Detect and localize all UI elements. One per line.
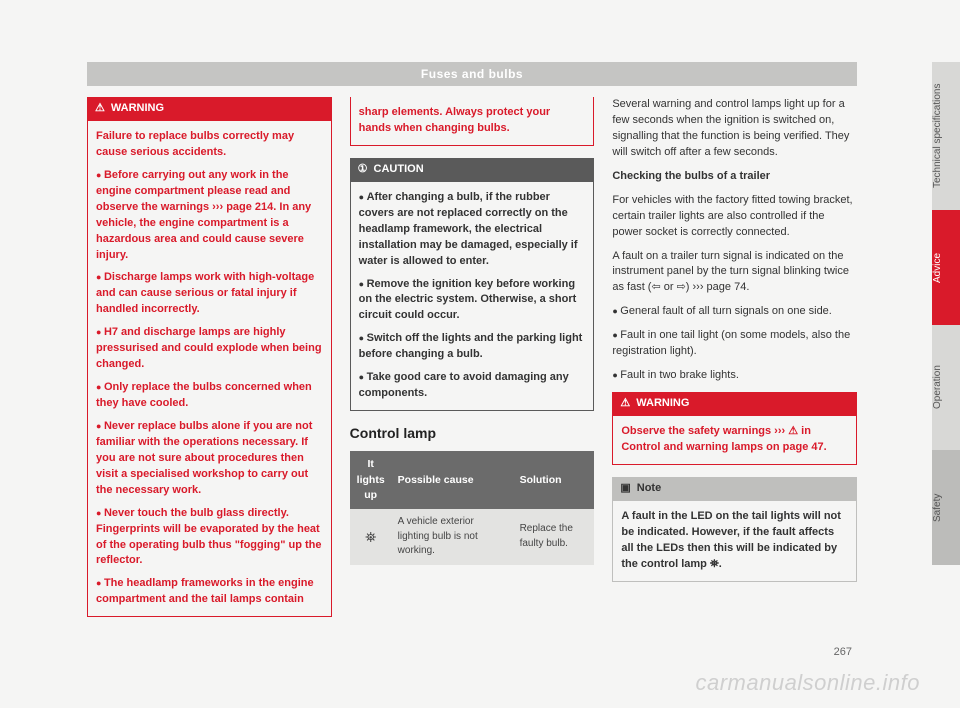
caution-callout: ① CAUTION After changing a bulb, if the … xyxy=(350,158,595,411)
th-solution: Solution xyxy=(514,451,595,509)
body-paragraph: For vehicles with the factory fitted tow… xyxy=(612,193,857,241)
page-header: Fuses and bulbs xyxy=(87,62,857,86)
cell-solution: Replace the faulty bulb. xyxy=(514,509,595,565)
warning-intro: Failure to replace bulbs correctly may c… xyxy=(96,129,323,161)
list-item: General fault of all turn signals on one… xyxy=(612,304,857,320)
tab-safety[interactable]: Safety xyxy=(932,450,960,565)
control-lamp-table: It lights up Possible cause Solution ⛯ A… xyxy=(350,451,595,564)
warning-head: ⚠ WARNING xyxy=(87,97,332,121)
caution-bullet: After changing a bulb, if the rubber cov… xyxy=(359,190,586,270)
note-head-label: Note xyxy=(637,481,661,497)
caution-bullet: Remove the ignition key before working o… xyxy=(359,277,586,325)
body-paragraph: A fault on a trailer turn signal is indi… xyxy=(612,249,857,297)
caution-bullet: Switch off the lights and the parking li… xyxy=(359,331,586,363)
manual-page: Fuses and bulbs ⚠ WARNING Failure to rep… xyxy=(0,0,960,708)
tab-advice[interactable]: Advice xyxy=(932,210,960,325)
column-3: Several warning and control lamps light … xyxy=(612,97,857,629)
cell-cause: A vehicle exterior lighting bulb is not … xyxy=(392,509,514,565)
caution-bullet: Take good care to avoid damaging any com… xyxy=(359,370,586,402)
note-body-text: A fault in the LED on the tail lights wi… xyxy=(621,509,848,573)
tab-technical-specifications[interactable]: Technical specifications xyxy=(932,62,960,210)
warning-bullet: Discharge lamps work with high-voltage a… xyxy=(96,270,323,318)
warning-bullet: H7 and discharge lamps are highly pressu… xyxy=(96,325,323,373)
warning-body-2-text: Observe the safety warnings ››› ⚠ in Con… xyxy=(621,424,848,456)
caution-bullets: After changing a bulb, if the rubber cov… xyxy=(359,190,586,402)
note-callout: ▣ Note A fault in the LED on the tail li… xyxy=(612,477,857,582)
fault-list: General fault of all turn signals on one… xyxy=(612,304,857,384)
control-lamp-heading: Control lamp xyxy=(350,423,595,443)
warning-body: Failure to replace bulbs correctly may c… xyxy=(87,121,332,617)
warning-bullet: The headlamp frameworks in the engine co… xyxy=(96,576,323,608)
warning-body-2: Observe the safety warnings ››› ⚠ in Con… xyxy=(612,416,857,465)
content-columns: ⚠ WARNING Failure to replace bulbs corre… xyxy=(87,97,857,629)
warning-continuation-text: sharp elements. Always protect your hand… xyxy=(359,105,586,137)
warning-triangle-icon: ⚠ xyxy=(620,396,630,412)
warning-continuation: sharp elements. Always protect your hand… xyxy=(350,97,595,146)
th-lights-up: It lights up xyxy=(350,451,392,509)
table-header-row: It lights up Possible cause Solution xyxy=(350,451,595,509)
table-row: ⛯ A vehicle exterior lighting bulb is no… xyxy=(350,509,595,565)
list-item: Fault in two brake lights. xyxy=(612,368,857,384)
note-head: ▣ Note xyxy=(612,477,857,501)
warning-head-2-label: WARNING xyxy=(636,396,689,412)
column-1: ⚠ WARNING Failure to replace bulbs corre… xyxy=(87,97,332,629)
bulb-warning-icon: ⛯ xyxy=(350,509,392,565)
list-item: Fault in one tail light (on some models,… xyxy=(612,328,857,360)
caution-circle-icon: ① xyxy=(358,162,368,178)
warning-head-label: WARNING xyxy=(111,101,164,117)
warning-bullet: Before carrying out any work in the engi… xyxy=(96,168,323,264)
page-number: 267 xyxy=(834,646,852,658)
side-tabs: Technical specifications Advice Operatio… xyxy=(932,62,960,565)
warning-head-2: ⚠ WARNING xyxy=(612,392,857,416)
warning-bullet: Only replace the bulbs concerned when th… xyxy=(96,380,323,412)
warning-bullet: Never touch the bulb glass directly. Fin… xyxy=(96,506,323,570)
tab-operation[interactable]: Operation xyxy=(932,325,960,450)
subheading-checking-trailer: Checking the bulbs of a trailer xyxy=(612,169,857,185)
warning-callout: ⚠ WARNING Failure to replace bulbs corre… xyxy=(87,97,332,617)
watermark: carmanualsonline.info xyxy=(695,670,920,696)
caution-body: After changing a bulb, if the rubber cov… xyxy=(350,182,595,411)
caution-head-label: CAUTION xyxy=(374,162,424,178)
warning-callout-2: ⚠ WARNING Observe the safety warnings ››… xyxy=(612,392,857,465)
warning-bullets: Before carrying out any work in the engi… xyxy=(96,168,323,608)
note-box-icon: ▣ xyxy=(620,481,630,497)
th-possible-cause: Possible cause xyxy=(392,451,514,509)
column-2: sharp elements. Always protect your hand… xyxy=(350,97,595,629)
note-body: A fault in the LED on the tail lights wi… xyxy=(612,501,857,582)
warning-bullet: Never replace bulbs alone if you are not… xyxy=(96,419,323,499)
body-paragraph: Several warning and control lamps light … xyxy=(612,97,857,161)
warning-triangle-icon: ⚠ xyxy=(95,101,105,117)
caution-head: ① CAUTION xyxy=(350,158,595,182)
